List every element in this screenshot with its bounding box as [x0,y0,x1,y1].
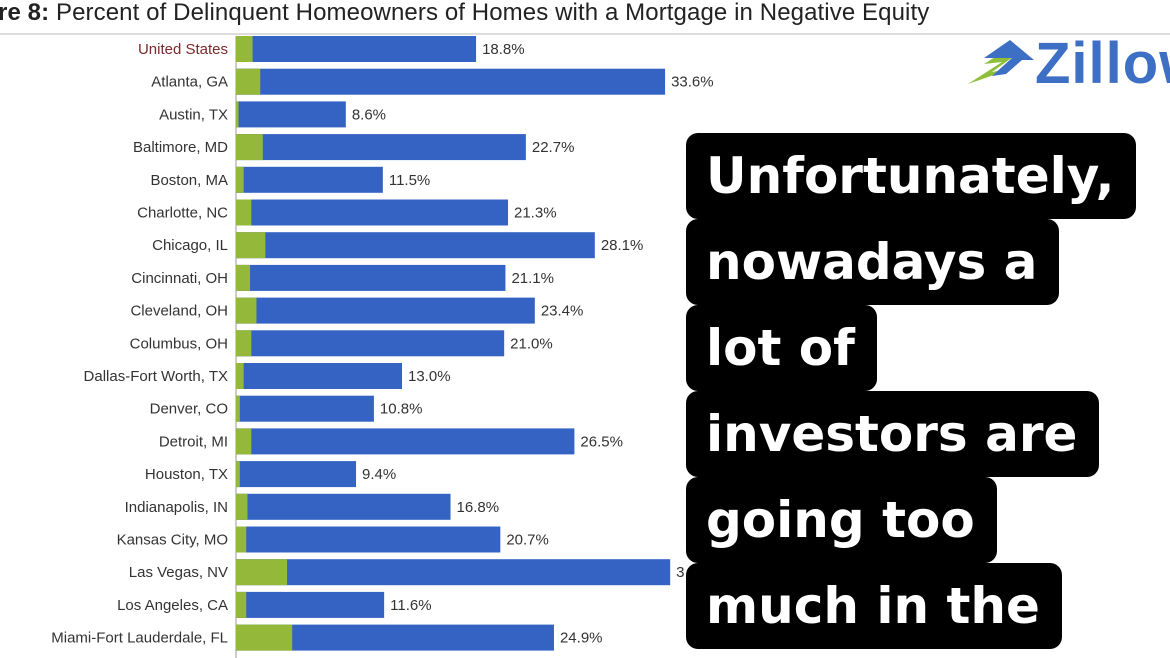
data-label: 3 [676,564,684,581]
bar-total [236,461,357,488]
bar-total [236,428,575,455]
bar-segment-green [236,134,263,161]
bar-segment-green [236,297,257,324]
category-label: Los Angeles, CA [117,597,228,614]
bar-total [236,68,666,95]
data-label: 28.1% [601,237,644,254]
zillow-logo-icon [968,40,1034,84]
caption-line: lot of [686,305,877,391]
bar-segment-green [236,526,247,553]
category-label: Miami-Fort Lauderdale, FL [51,630,228,647]
caption-line: nowadays a [686,219,1060,305]
caption-line: investors are [686,391,1100,477]
bar-segment-green [236,559,288,586]
bar-total [236,559,671,586]
bar-segment-green [236,330,252,357]
bar-total [236,363,403,389]
bar-total [236,493,451,520]
category-label: Austin, TX [159,106,228,123]
bar-total [236,526,501,553]
bar-total [236,134,526,161]
bar-segment-green [236,166,244,193]
category-label: Baltimore, MD [133,139,228,156]
caption-line: going too [686,477,997,563]
data-label: 23.4% [541,303,584,320]
bar-segment-green [236,36,253,62]
bar-segment-green [236,624,293,651]
bar-segment-green [236,68,261,95]
data-label: 33.6% [671,74,714,91]
bar-total [236,395,374,422]
caption-overlay: Unfortunately, nowadays a lot of investo… [686,133,1137,649]
bar-segment-green [236,395,240,422]
data-label: 13.0% [408,368,451,385]
category-label: Kansas City, MO [117,532,228,549]
category-label: Atlanta, GA [151,74,228,91]
chart-title-prefix: re 8: [0,0,50,26]
bar-total [236,297,535,324]
bar-total [236,166,383,193]
data-label: 18.8% [482,41,525,58]
bar-segment-green [236,493,248,520]
bar-total [236,199,509,226]
caption-line: much in the [686,563,1062,649]
category-label: Detroit, MI [159,433,228,450]
data-label: 10.8% [380,401,423,418]
bar-segment-green [236,101,239,128]
category-label: Las Vegas, NV [129,564,228,581]
category-label: Cleveland, OH [130,303,228,320]
data-label: 26.5% [580,433,623,450]
bar-segment-green [236,591,247,618]
bar-total [236,330,505,357]
data-label: 21.1% [511,270,554,287]
category-label: Columbus, OH [130,335,228,352]
bar-segment-green [236,428,252,455]
bar-total [236,591,385,618]
category-label: Charlotte, NC [137,205,228,222]
title-divider [0,33,1170,35]
data-label: 11.6% [390,597,431,614]
data-label: 22.7% [532,139,575,156]
zillow-logo-text: Zillow [1035,31,1170,96]
category-label: Chicago, IL [152,237,228,254]
data-label: 20.7% [506,532,549,549]
category-label: United States [138,41,228,58]
bar-total [236,36,477,62]
bar-total [236,101,346,128]
bar-total [236,264,506,291]
chart-title-text: Percent of Delinquent Homeowners of Home… [55,0,930,26]
bar-total [236,232,595,259]
bar-segment-green [236,461,240,488]
chart-title: re 8: Percent of Delinquent Homeowners o… [0,0,929,27]
category-label: Boston, MA [150,172,228,189]
bar-segment-green [236,199,252,226]
bar-segment-green [236,232,266,259]
caption-line: Unfortunately, [686,133,1137,219]
category-label: Houston, TX [145,466,228,483]
data-label: 11.5% [389,172,430,189]
category-label: Denver, CO [150,401,228,418]
data-label: 8.6% [352,106,386,123]
data-label: 9.4% [362,466,396,483]
bar-segment-green [236,264,251,291]
category-label: Dallas-Fort Worth, TX [84,368,228,385]
data-label: 21.0% [510,335,553,352]
category-label: Cincinnati, OH [131,270,228,287]
data-label: 21.3% [514,205,557,222]
bar-segment-green [236,363,244,389]
category-label: Indianapolis, IN [125,499,228,516]
data-label: 16.8% [457,499,500,516]
data-label: 24.9% [560,630,603,647]
